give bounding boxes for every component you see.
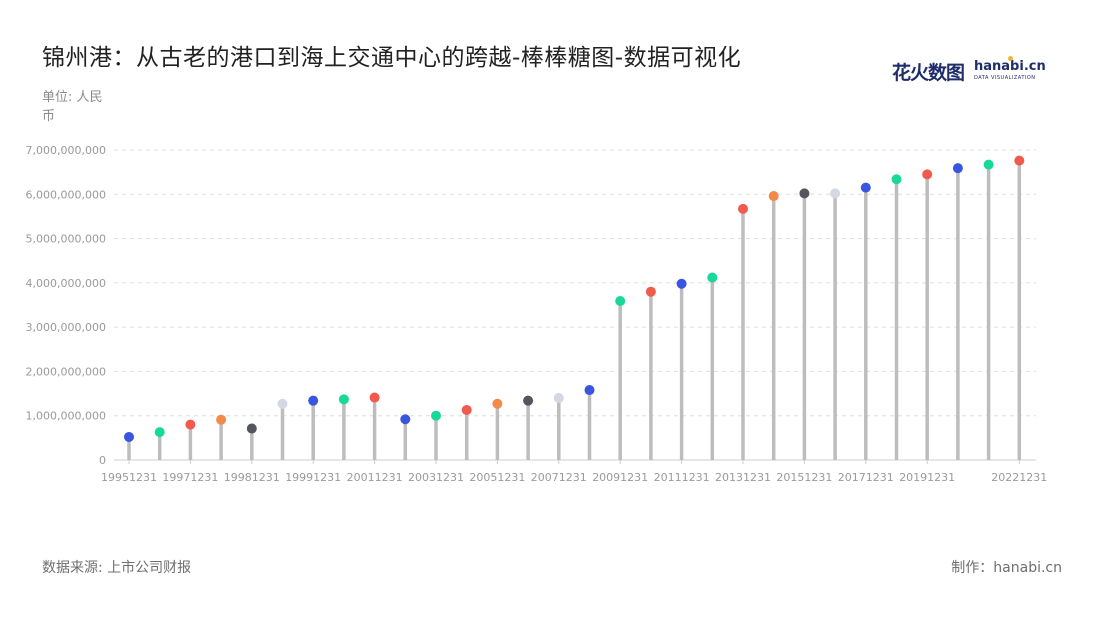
lollipop-dot <box>431 410 441 421</box>
logo-subtitle: DATA VISUALIZATION <box>974 75 1036 81</box>
x-tick-label: 20051231 <box>469 471 525 484</box>
lollipop-dot <box>799 188 810 199</box>
x-tick-label: 19981231 <box>224 471 280 484</box>
lollipop-dot <box>645 286 656 297</box>
lollipop-dot <box>338 394 349 405</box>
lollipop-dot <box>523 395 534 406</box>
x-tick-label: 19991231 <box>285 471 341 484</box>
lollipop-dot <box>738 203 748 214</box>
lollipop-dot <box>154 427 165 438</box>
x-tick-label: 20111231 <box>654 471 710 484</box>
y-tick-label: 2,000,000,000 <box>26 365 106 378</box>
lollipop-dot <box>400 414 411 425</box>
lollipop-dot <box>768 191 779 202</box>
lollipop-dot <box>707 272 718 283</box>
lollipop-dot <box>308 395 319 406</box>
lollipop-dot <box>584 385 595 396</box>
logo-text-cn: 花火数图 <box>892 62 965 84</box>
x-tick-label: 20151231 <box>776 471 832 484</box>
lollipop-dot <box>830 188 841 199</box>
data-source: 数据来源: 上市公司财报 <box>42 560 192 576</box>
lollipop-dot <box>553 393 564 403</box>
x-tick-label: 20191231 <box>899 471 955 484</box>
lollipop-dot <box>891 174 902 185</box>
lollipop-dot <box>952 163 963 174</box>
y-axis-ticks: 0 1,000,000,000 2,000,000,000 3,000,000,000… <box>26 144 106 467</box>
lollipop-dot <box>277 398 288 409</box>
logo-dot-icon <box>1008 56 1013 61</box>
y-tick-label: 4,000,000,000 <box>26 277 106 290</box>
chart-title: 锦州港：从古老的港口到海上交通中心的跨越-棒棒糖图-数据可视化 <box>42 45 742 71</box>
x-tick-label: 19951231 <box>101 471 157 484</box>
lollipop-dot <box>676 278 687 289</box>
lollipop-dot <box>124 431 134 442</box>
gridlines <box>114 149 1036 417</box>
lollipop-dot <box>216 414 227 425</box>
x-axis-ticks: 19951231 19971231 19981231 19991231 20011231… <box>101 460 1047 484</box>
unit-label: 单位: 人民币 <box>42 90 103 124</box>
x-tick-label: 20091231 <box>592 471 648 484</box>
logo-text-en: hanabi.cn <box>974 59 1046 74</box>
lollipop-dot <box>922 169 933 180</box>
x-tick-label: 20171231 <box>838 471 894 484</box>
y-tick-label: 5,000,000,000 <box>26 233 106 246</box>
y-tick-label: 1,000,000,000 <box>26 410 106 423</box>
lollipop-dot <box>615 296 626 307</box>
lollipop-dot <box>860 182 871 193</box>
y-tick-label: 6,000,000,000 <box>26 188 106 201</box>
lollipop-dot <box>1014 155 1025 166</box>
y-tick-label: 7,000,000,000 <box>26 144 106 157</box>
x-tick-label: 20031231 <box>408 471 464 484</box>
y-tick-label: 0 <box>99 454 106 467</box>
x-tick-label: 19971231 <box>162 471 218 484</box>
x-tick-label: 20011231 <box>347 471 403 484</box>
lollipop-dot <box>185 419 196 430</box>
y-tick-label: 3,000,000,000 <box>26 321 106 334</box>
lollipop-dot <box>369 392 380 403</box>
lollipop-dot <box>492 398 503 409</box>
lollipop-dots <box>124 155 1025 442</box>
x-tick-label: 20071231 <box>531 471 587 484</box>
lollipop-dot <box>983 159 994 170</box>
lollipop-sticks <box>127 160 1022 460</box>
maker-credit: 制作：hanabi.cn <box>951 560 1062 576</box>
lollipop-dot <box>246 423 257 434</box>
brand-logo: 花火数图 hanabi.cn DATA VISUALIZATION <box>892 56 1046 88</box>
lollipop-dot <box>461 404 472 415</box>
x-tick-label: 20221231 <box>991 471 1047 484</box>
x-tick-label: 20131231 <box>715 471 771 484</box>
